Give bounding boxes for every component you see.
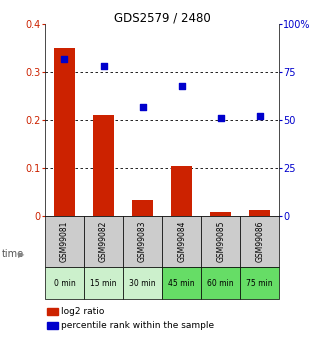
Bar [45, 267, 84, 299]
Bar [132, 200, 153, 216]
Bar [123, 216, 162, 267]
Text: GSM99083: GSM99083 [138, 221, 147, 263]
Text: 30 min: 30 min [129, 279, 156, 288]
Bar [84, 216, 123, 267]
Bar [201, 216, 240, 267]
Text: ▶: ▶ [18, 250, 24, 259]
Point [140, 104, 145, 109]
Point [257, 114, 262, 119]
Bar [123, 267, 162, 299]
Bar [201, 267, 240, 299]
Point [179, 83, 184, 88]
Text: 0 min: 0 min [54, 279, 75, 288]
Title: GDS2579 / 2480: GDS2579 / 2480 [114, 11, 211, 24]
Text: GSM99084: GSM99084 [177, 221, 186, 263]
Bar [249, 210, 271, 216]
Bar [45, 216, 84, 267]
Text: 15 min: 15 min [90, 279, 117, 288]
Point [62, 56, 67, 61]
Bar [47, 322, 58, 329]
Bar [84, 267, 123, 299]
Bar [171, 166, 192, 216]
Bar [210, 212, 231, 216]
Bar [47, 307, 58, 315]
Text: 75 min: 75 min [247, 279, 273, 288]
Bar [162, 267, 201, 299]
Bar [54, 48, 75, 216]
Text: log2 ratio: log2 ratio [61, 307, 104, 316]
Text: GSM99085: GSM99085 [216, 221, 225, 263]
Text: GSM99086: GSM99086 [255, 221, 264, 263]
Point [218, 116, 223, 121]
Text: GSM99082: GSM99082 [99, 221, 108, 262]
Bar [93, 115, 114, 216]
Text: percentile rank within the sample: percentile rank within the sample [61, 321, 214, 329]
Text: GSM99081: GSM99081 [60, 221, 69, 262]
Text: 60 min: 60 min [207, 279, 234, 288]
Bar [240, 267, 279, 299]
Text: time: time [2, 249, 24, 259]
Bar [240, 216, 279, 267]
Point [101, 63, 106, 69]
Bar [162, 216, 201, 267]
Text: 45 min: 45 min [168, 279, 195, 288]
